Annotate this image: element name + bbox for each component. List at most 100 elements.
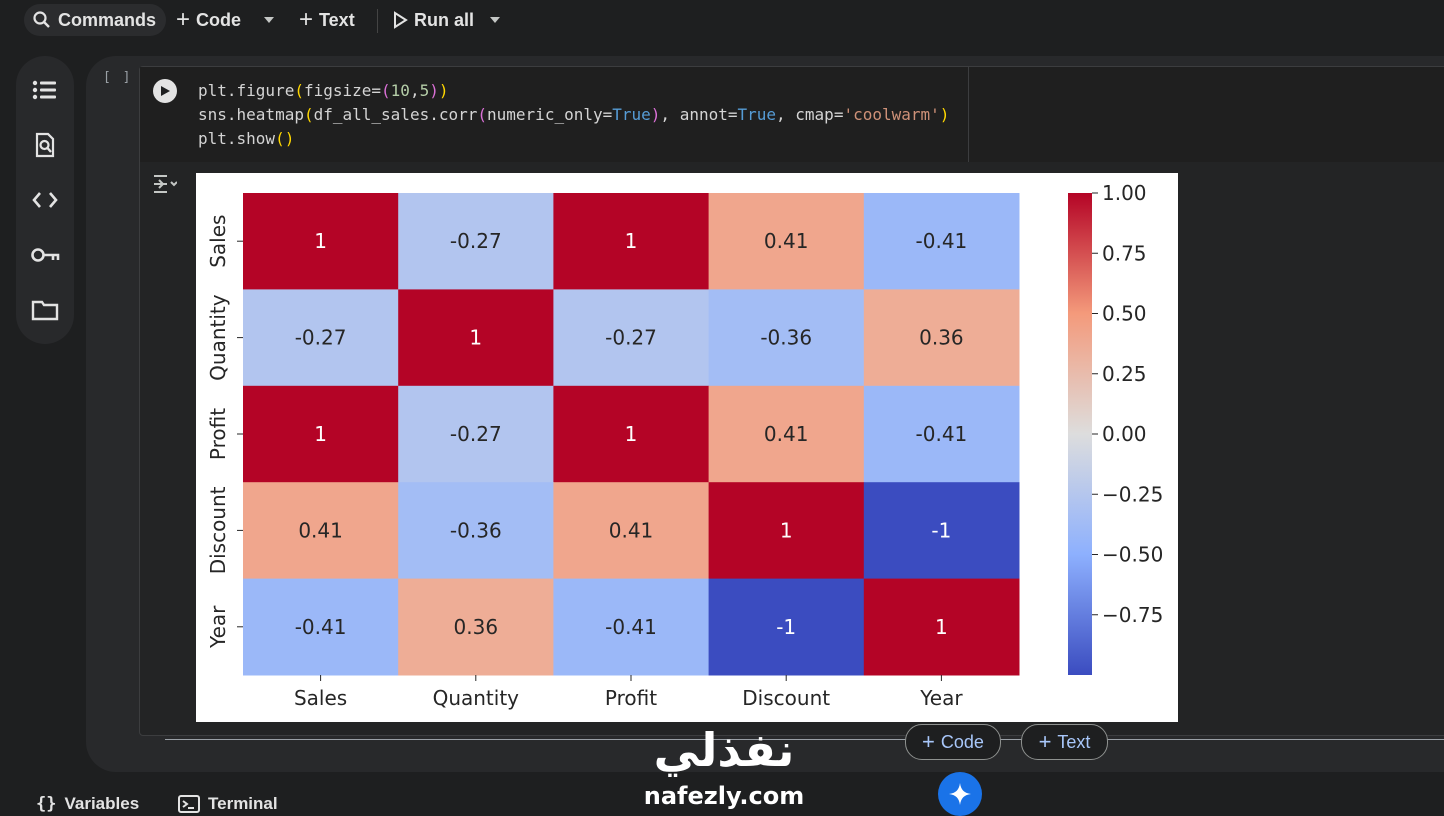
heatmap-cell	[553, 289, 710, 387]
add-code-button[interactable]: + Code	[176, 4, 241, 36]
code-snippets-icon[interactable]	[29, 184, 61, 216]
heatmap-cell	[553, 193, 710, 290]
heatmap-annotation: 1	[625, 229, 638, 253]
heatmap-cell	[398, 289, 554, 387]
heatmap-annotation: 1	[780, 518, 793, 542]
heatmap-annotation: 1	[625, 422, 638, 446]
colorbar-tick-label: 0.75	[1102, 241, 1147, 265]
heatmap-annotation: -0.41	[295, 615, 347, 639]
files-folder-icon[interactable]	[29, 294, 61, 326]
text-label: Text	[319, 9, 355, 30]
sparkle-icon	[949, 783, 971, 805]
heatmap-cell	[243, 193, 399, 290]
find-icon[interactable]	[29, 129, 61, 161]
heatmap-annotation: 0.41	[298, 518, 343, 542]
heatmap-annotation: -0.27	[450, 229, 502, 253]
x-tick-label: Profit	[605, 686, 657, 710]
heatmap-cell	[243, 578, 399, 676]
heatmap-cell	[243, 385, 399, 483]
add-code-label: Code	[940, 731, 984, 752]
add-text-cell-button[interactable]: + Text	[1021, 724, 1108, 760]
heatmap-annotation: 1	[935, 615, 948, 639]
y-tick-label: Quantity	[206, 294, 230, 381]
code-line-1: plt.figure(figsize=(10,5))	[198, 81, 449, 100]
watermark-arabic: نفذلي	[653, 723, 795, 777]
heatmap-annotation: -0.27	[450, 422, 502, 446]
heatmap-cell	[398, 193, 554, 290]
code-dropdown-button[interactable]	[262, 4, 276, 36]
y-tick-label: Year	[206, 605, 230, 649]
heatmap-chart: 1 -0.27 1 0.41 -0.41 -0.27 1 -0.27 -0.36 0.36 1 -0.…	[206, 181, 1163, 710]
heatmap-annotation: -0.41	[916, 229, 968, 253]
code-line-2: sns.heatmap(df_all_sales.corr(numeric_on…	[198, 105, 950, 124]
left-sidebar	[16, 56, 74, 344]
heatmap-annotation: -0.41	[605, 615, 657, 639]
run-cell-button[interactable]	[153, 79, 177, 103]
x-tick-label: Discount	[742, 686, 830, 710]
terminal-button[interactable]: Terminal	[178, 794, 278, 814]
commands-button[interactable]: Commands	[24, 4, 167, 36]
add-text-label: Text	[1057, 731, 1091, 752]
add-code-cell-button[interactable]: + Code	[905, 724, 1001, 760]
code-editor-margin	[969, 67, 1444, 162]
cell-execution-bracket: [ ]	[103, 70, 133, 85]
x-tick-label: Quantity	[433, 686, 520, 710]
heatmap-cell	[398, 482, 554, 580]
heatmap-annotation: -1	[776, 615, 796, 639]
heatmap-cell	[708, 193, 865, 290]
heatmap-annotation: -0.36	[450, 518, 502, 542]
heatmap-cell	[708, 578, 865, 676]
search-icon	[33, 11, 50, 28]
heatmap-cell	[708, 385, 865, 483]
gemini-button[interactable]	[938, 772, 982, 816]
run-all-button[interactable]: Run all	[392, 4, 474, 36]
heatmap-annotation: -0.27	[605, 326, 657, 350]
heatmap-cell	[553, 385, 710, 483]
plus-icon: +	[176, 6, 191, 33]
colorbar-tick-label: 0.00	[1102, 422, 1147, 446]
variables-label: Variables	[64, 794, 140, 813]
toolbar-divider	[377, 9, 378, 33]
heatmap-annotation: 0.41	[609, 518, 654, 542]
heatmap-annotation: 1	[314, 229, 327, 253]
heatmap-cell	[863, 289, 1020, 387]
heatmap-annotation: -0.36	[760, 326, 812, 350]
heatmap-annotation: -0.41	[916, 422, 968, 446]
braces-icon: {}	[36, 794, 57, 814]
top-toolbar: Commands + Code + Text Run all	[0, 0, 1444, 44]
terminal-label: Terminal	[208, 794, 278, 813]
heatmap-annotation: 0.41	[764, 229, 809, 253]
table-of-contents-icon[interactable]	[29, 74, 61, 106]
heatmap-annotation: 0.36	[919, 326, 964, 350]
output-actions-icon[interactable]	[153, 173, 178, 195]
watermark-domain: nafezly.com	[643, 782, 805, 810]
code-editor[interactable]	[140, 67, 969, 162]
heatmap-cell	[708, 482, 865, 580]
heatmap-cell	[243, 482, 399, 580]
heatmap-cell	[708, 289, 865, 387]
heatmap-cell	[553, 578, 710, 676]
heatmap-cell	[863, 193, 1020, 290]
heatmap-annotation: 1	[469, 326, 482, 350]
heatmap-annotation: 1	[314, 422, 327, 446]
code-label: Code	[196, 9, 242, 30]
heatmap-cell	[863, 482, 1020, 580]
commands-label: Commands	[58, 9, 157, 30]
colorbar-tick-label: 0.50	[1102, 302, 1147, 326]
colorbar	[1068, 193, 1092, 675]
code-line-3: plt.show()	[198, 129, 295, 148]
variables-button[interactable]: {} Variables	[36, 794, 139, 814]
code-text[interactable]: plt.figure(figsize=(10,5)) sns.heatmap(df…	[198, 79, 949, 151]
run-all-label: Run all	[414, 9, 475, 30]
caret-down-icon	[264, 17, 274, 23]
run-all-dropdown-button[interactable]	[488, 4, 502, 36]
add-text-button[interactable]: + Text	[299, 4, 355, 36]
y-tick-label: Sales	[206, 215, 230, 268]
colorbar-tick-label: −0.25	[1102, 482, 1163, 506]
heatmap-cell	[243, 289, 399, 387]
terminal-icon	[178, 795, 200, 813]
heatmap-annotation: -1	[931, 518, 951, 542]
secrets-key-icon[interactable]	[29, 239, 61, 271]
heatmap-figure: 1 -0.27 1 0.41 -0.41 -0.27 1 -0.27 -0.36 0.36 1 -0.…	[196, 173, 1178, 722]
y-tick-label: Discount	[206, 486, 230, 574]
